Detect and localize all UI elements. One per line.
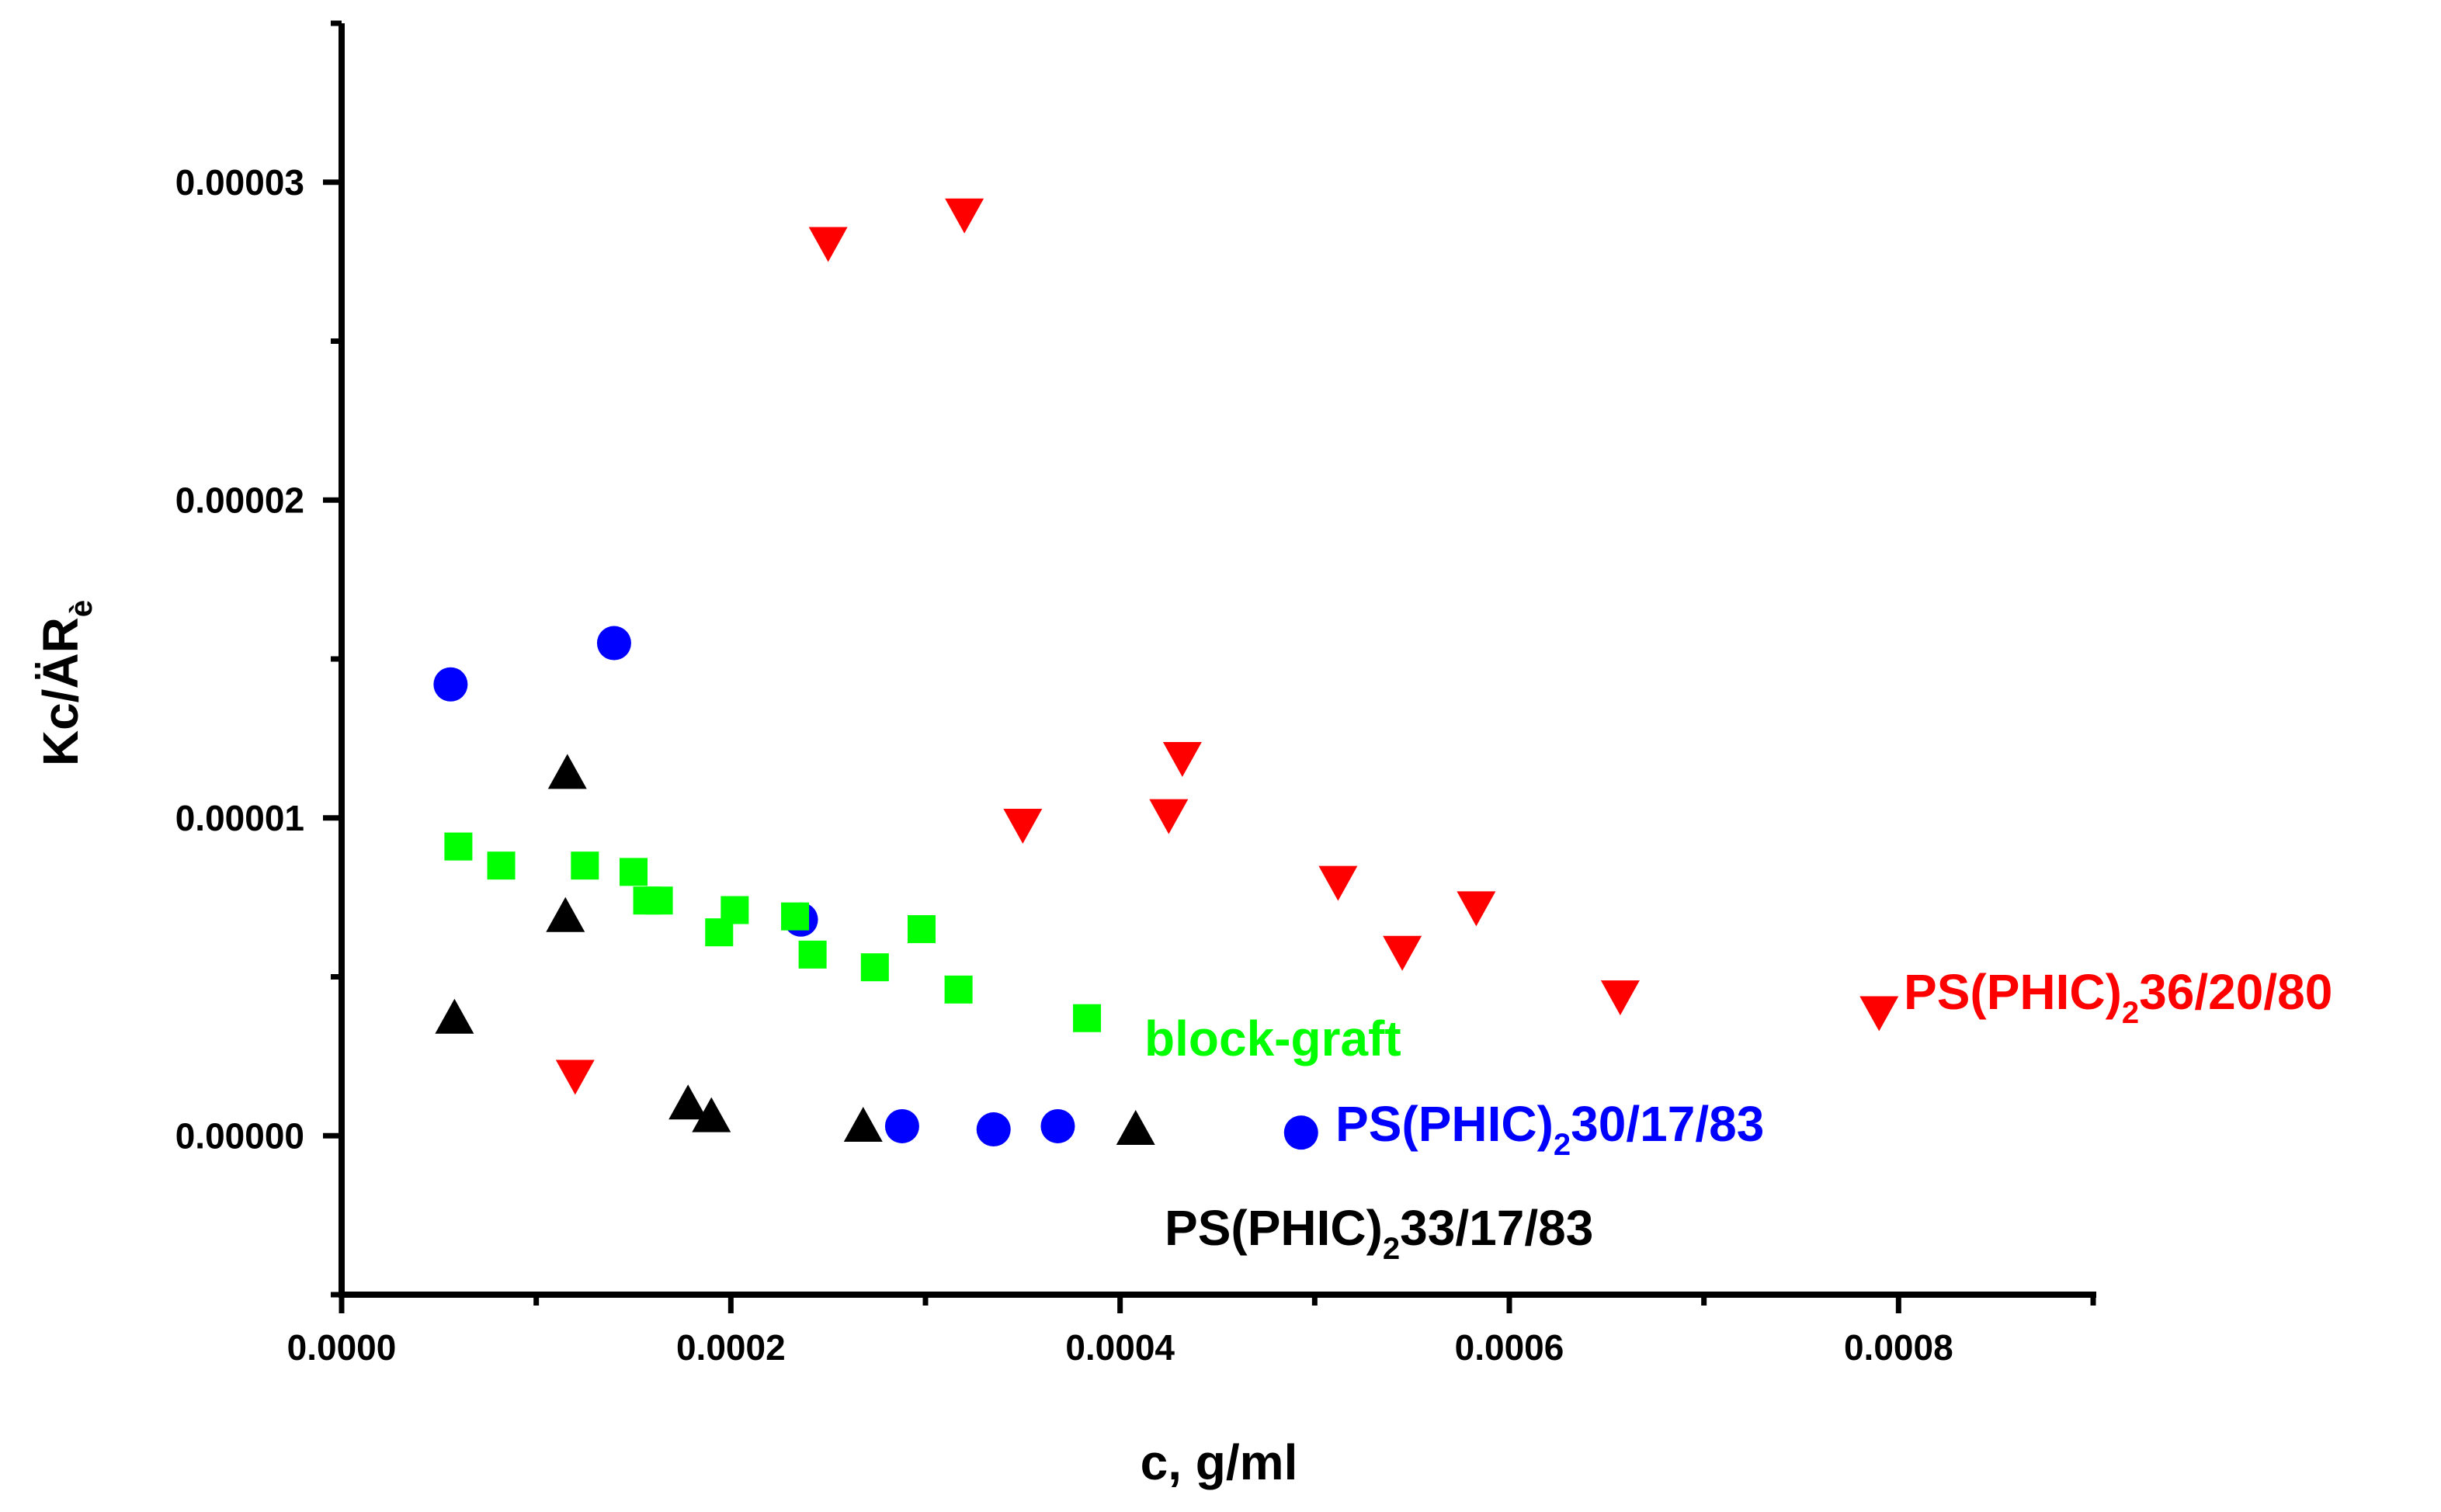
data-point: [692, 1097, 731, 1132]
data-point: [1600, 980, 1640, 1016]
data-point: [720, 896, 749, 924]
tick-labels: 0.0000 0.0002 0.0004 0.0006 0.0008 0.00000 0.0…: [175, 162, 1953, 1368]
series-triangle-down: [555, 198, 1899, 1095]
data-point: [571, 851, 599, 880]
data-point: [1003, 808, 1043, 844]
y-tick-label: 0.00002: [175, 480, 304, 520]
series-label: PS(PHIC)230/17/83: [1335, 1096, 1764, 1162]
series-labels: PS(PHIC)236/20/80 PS(PHIC)230/17/83 PS(PHI…: [1144, 964, 2332, 1266]
y-tick-label: 0.00003: [175, 162, 304, 203]
data-point: [860, 953, 889, 982]
data-point: [945, 198, 984, 234]
data-point: [433, 667, 468, 702]
data-point: [547, 754, 587, 789]
data-point: [1457, 891, 1496, 927]
data-point: [884, 1108, 919, 1143]
data-point: [781, 902, 810, 931]
data-point: [1116, 1110, 1155, 1146]
data-point: [1040, 1108, 1075, 1143]
data-point: [1283, 1115, 1318, 1150]
y-axis-title: Kc/ÄRè: [33, 600, 99, 766]
x-tick-label: 0.0000: [287, 1327, 397, 1368]
series-label: block-graft: [1144, 1011, 1401, 1066]
data-point: [1149, 799, 1189, 834]
axes: [339, 23, 2096, 1298]
x-tick-label: 0.0006: [1455, 1327, 1564, 1368]
x-axis-title: c, g/ml: [1141, 1434, 1298, 1490]
data-point: [1859, 996, 1899, 1032]
data-point: [843, 1106, 883, 1142]
data-point: [596, 626, 631, 661]
data-points: [433, 198, 1899, 1150]
series-label: PS(PHIC)233/17/83: [1165, 1200, 1593, 1266]
data-point: [487, 851, 516, 880]
data-point: [976, 1112, 1011, 1147]
data-point: [620, 858, 648, 886]
y-axis-title-sub: è: [64, 600, 99, 617]
y-tick-label: 0.00000: [175, 1115, 304, 1156]
series-triangle-up: [435, 754, 1155, 1146]
svg-text:Kc/ÄRè: Kc/ÄRè: [33, 600, 99, 766]
x-tick-label: 0.0008: [1844, 1327, 1953, 1368]
data-point: [555, 1059, 595, 1095]
data-point: [546, 896, 585, 932]
data-point: [1383, 935, 1422, 971]
data-point: [435, 998, 474, 1034]
series-label: PS(PHIC)236/20/80: [1904, 964, 2332, 1030]
data-point: [944, 975, 973, 1004]
y-tick-label: 0.00001: [175, 798, 304, 838]
y-axis-title-main: Kc/ÄR: [33, 617, 89, 766]
ticks: [323, 20, 2096, 1313]
data-point: [1073, 1004, 1102, 1032]
data-point: [1318, 865, 1358, 901]
data-point: [808, 227, 848, 262]
x-tick-label: 0.0004: [1065, 1327, 1175, 1368]
data-point: [644, 886, 673, 915]
data-point: [444, 832, 473, 861]
data-point: [668, 1084, 708, 1120]
x-tick-label: 0.0002: [676, 1327, 786, 1368]
data-point: [1162, 741, 1202, 777]
data-point: [798, 940, 827, 969]
data-point: [907, 915, 936, 944]
series-square: [444, 832, 1102, 1032]
